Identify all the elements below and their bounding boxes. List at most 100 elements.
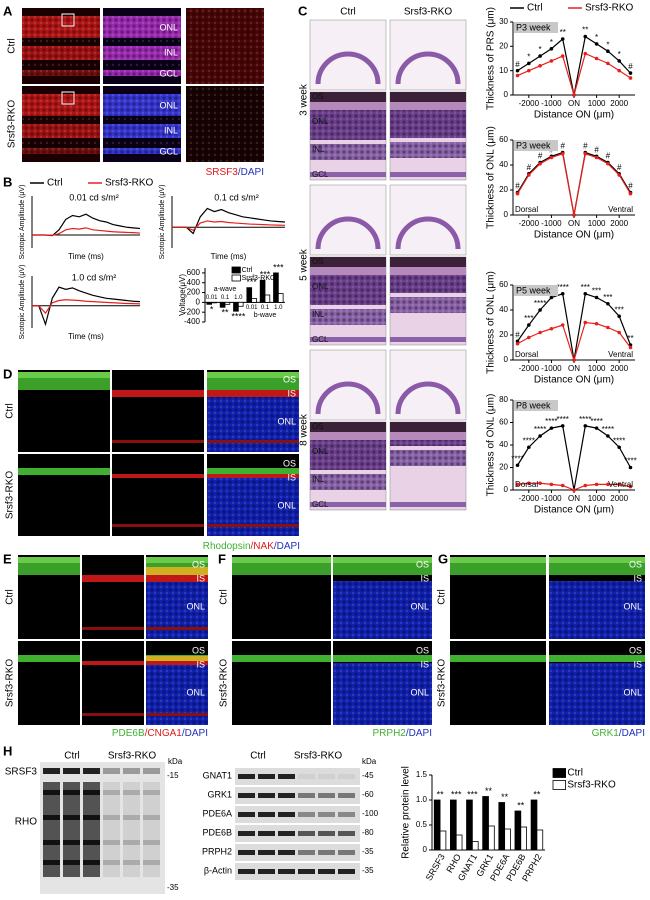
micrograph bbox=[112, 370, 204, 452]
legend-swatch bbox=[231, 266, 241, 274]
blot-band bbox=[258, 774, 275, 779]
bar bbox=[536, 829, 544, 851]
chart-title: 1.0 cd s/m² bbox=[72, 272, 117, 282]
y-axis-label: Thickness of ONL (μm) bbox=[486, 394, 497, 497]
annotation: Dorsal bbox=[515, 205, 538, 214]
panel-label: F bbox=[218, 551, 226, 566]
column-label: Ctrl bbox=[340, 7, 356, 18]
point bbox=[606, 301, 610, 306]
layer-label: INL bbox=[312, 145, 325, 154]
y-tick-label: 0.5 bbox=[416, 820, 428, 829]
x-tick-label: -2000 bbox=[519, 219, 540, 228]
layer-label: OS bbox=[312, 422, 324, 431]
blot-band bbox=[238, 812, 255, 817]
image-region bbox=[310, 267, 386, 275]
texture bbox=[186, 86, 264, 162]
significance: *** bbox=[603, 293, 612, 302]
texture bbox=[310, 144, 386, 160]
layer-label: INL bbox=[312, 475, 325, 484]
texture bbox=[390, 297, 466, 313]
y-axis-label: Thickness of ONL (μm) bbox=[486, 271, 497, 374]
point bbox=[527, 61, 531, 66]
bar bbox=[224, 301, 231, 305]
legend-label: Srsf3-RKO bbox=[567, 780, 616, 791]
point bbox=[617, 445, 621, 450]
x-axis-label: Time (ms) bbox=[211, 252, 247, 261]
significance: # bbox=[515, 182, 520, 191]
panel-label: C bbox=[298, 3, 308, 18]
image-region bbox=[82, 661, 144, 665]
stain-part: /NAK bbox=[251, 541, 275, 552]
y-axis-label: Scotopic Amplitude (μV) bbox=[159, 185, 166, 260]
blot-band bbox=[63, 840, 80, 845]
y-axis-label: Thickness of ONL (μm) bbox=[486, 126, 497, 229]
marker-label: -15 bbox=[167, 771, 179, 780]
blot-band bbox=[63, 790, 80, 795]
row-label: Ctrl bbox=[219, 589, 230, 605]
x-tick-label: 0.01 bbox=[246, 305, 258, 311]
blot-band bbox=[143, 860, 160, 865]
blot-band bbox=[278, 812, 295, 817]
protein-label: PRPH2 bbox=[202, 846, 232, 856]
texture bbox=[310, 474, 386, 490]
blot-band bbox=[63, 815, 80, 820]
x-tick-label: 0.1 bbox=[261, 305, 270, 311]
blot-band bbox=[123, 782, 140, 877]
significance: # bbox=[515, 330, 520, 339]
significance: # bbox=[617, 163, 622, 172]
point bbox=[560, 483, 565, 488]
blot bbox=[235, 806, 360, 823]
blot-band bbox=[238, 869, 255, 874]
layer-label: ONL bbox=[623, 601, 642, 611]
blot-band bbox=[123, 815, 140, 820]
texture bbox=[186, 8, 264, 84]
blot-band bbox=[298, 812, 315, 817]
row-label: Ctrl bbox=[5, 403, 16, 419]
image-region bbox=[310, 257, 386, 267]
blot-band bbox=[318, 793, 335, 798]
unit-label: kDa bbox=[168, 757, 183, 766]
legend-label: Ctrl bbox=[527, 3, 543, 14]
point bbox=[628, 76, 633, 80]
x-tick-label: -1000 bbox=[541, 364, 562, 373]
point bbox=[560, 151, 565, 156]
age-label: 3 week bbox=[299, 83, 310, 116]
significance: * bbox=[606, 40, 609, 49]
point bbox=[549, 482, 554, 487]
point bbox=[527, 335, 531, 340]
blot-band bbox=[258, 869, 275, 874]
point bbox=[583, 34, 588, 39]
series-line bbox=[32, 227, 141, 236]
point bbox=[628, 345, 633, 350]
significance: * bbox=[595, 33, 598, 42]
eye-section bbox=[395, 216, 461, 250]
layer-label: ONL bbox=[410, 601, 429, 611]
y-tick-label: 600 bbox=[187, 268, 201, 277]
title-box bbox=[514, 285, 558, 296]
texture bbox=[310, 110, 386, 140]
legend-label: Ctrl bbox=[47, 178, 63, 189]
image-region bbox=[390, 502, 466, 507]
x-tick-label: 2000 bbox=[610, 219, 628, 228]
panel-label: G bbox=[438, 551, 448, 566]
marker-label: -35 bbox=[362, 866, 374, 875]
y-tick-label: 60 bbox=[499, 135, 508, 144]
layer-label: IS bbox=[420, 573, 429, 583]
image-region bbox=[146, 627, 208, 630]
row-label: Ctrl bbox=[7, 38, 18, 54]
blot bbox=[235, 844, 360, 861]
point bbox=[538, 330, 542, 335]
y-tick-label: 0 bbox=[504, 210, 509, 219]
x-tick-label: -2000 bbox=[519, 364, 540, 373]
bar bbox=[219, 301, 226, 308]
layer-label: ONL bbox=[159, 22, 178, 32]
texture bbox=[390, 110, 466, 138]
layer-label: IS bbox=[420, 659, 429, 669]
point bbox=[538, 308, 542, 312]
stain-part: Rhodopsin bbox=[203, 541, 251, 552]
title-box bbox=[514, 140, 558, 151]
layer-label: OS bbox=[416, 559, 429, 569]
legend-swatch bbox=[552, 768, 567, 778]
blot-band bbox=[143, 782, 160, 877]
point bbox=[594, 295, 599, 300]
